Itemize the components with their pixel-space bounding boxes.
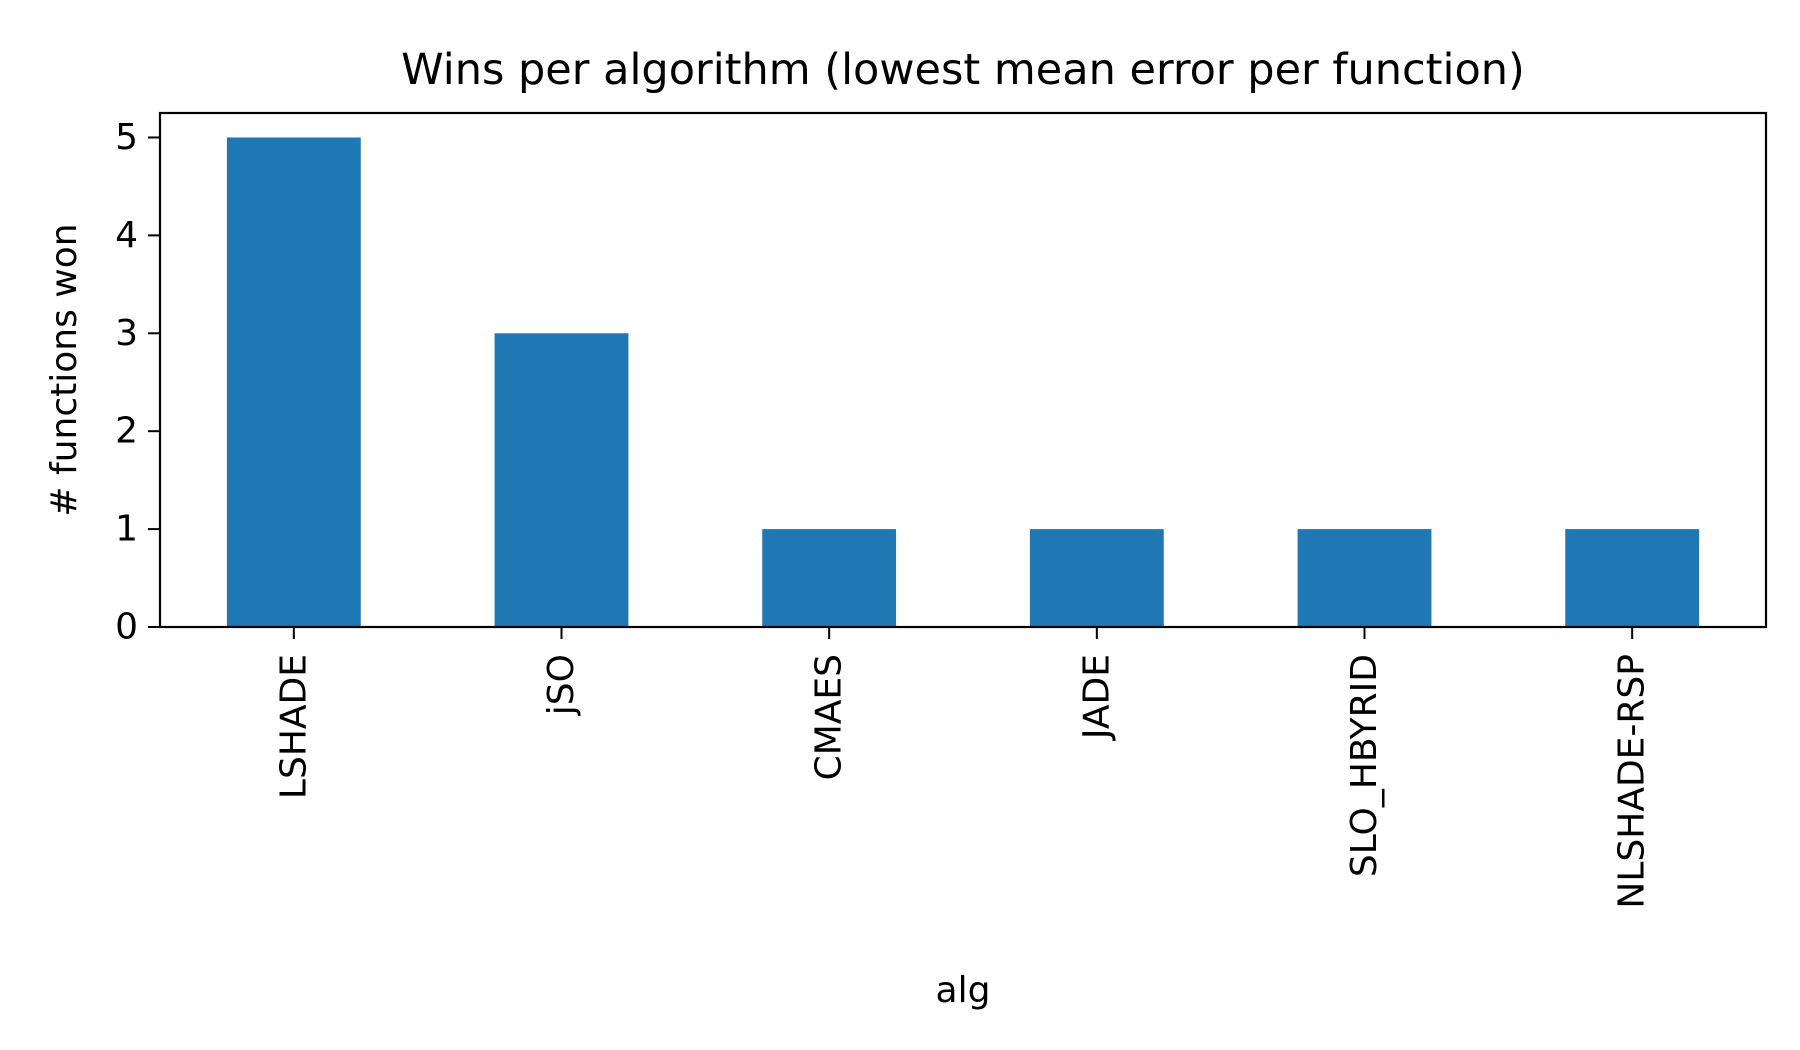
y-tick-label: 0 <box>115 607 138 648</box>
bar-jade <box>1029 529 1164 627</box>
bar-cmaes <box>762 529 897 627</box>
bar-jso <box>494 333 629 627</box>
x-tick-label: LSHADE <box>273 654 314 799</box>
x-tick-label: SLO_HBYRID <box>1344 654 1385 877</box>
y-tick-label: 5 <box>115 117 138 158</box>
bars-group <box>226 137 1700 627</box>
x-tick-label: JADE <box>1076 654 1117 741</box>
y-tick-label: 3 <box>115 313 138 354</box>
x-axis: LSHADE jSO CMAES JADE SLO_HBYRID NLSHADE-RSP <box>273 627 1653 909</box>
y-axis: 0 1 2 3 4 5 <box>115 117 160 648</box>
x-tick-label: jSO <box>541 654 582 716</box>
bar-slo_hbyrid <box>1297 529 1432 627</box>
x-tick-label: CMAES <box>809 654 850 780</box>
y-tick-label: 4 <box>115 215 138 256</box>
y-axis-label: # functions won <box>44 223 85 516</box>
bar-lshade <box>226 137 361 627</box>
bar-nlshade-rsp <box>1565 529 1700 627</box>
plot-frame <box>158 111 1768 629</box>
y-tick-label: 1 <box>115 509 138 550</box>
x-tick-label: NLSHADE-RSP <box>1612 654 1653 909</box>
x-axis-label: alg <box>936 970 991 1011</box>
y-tick-label: 2 <box>115 411 138 452</box>
chart-title: Wins per algorithm (lowest mean error pe… <box>401 45 1525 95</box>
